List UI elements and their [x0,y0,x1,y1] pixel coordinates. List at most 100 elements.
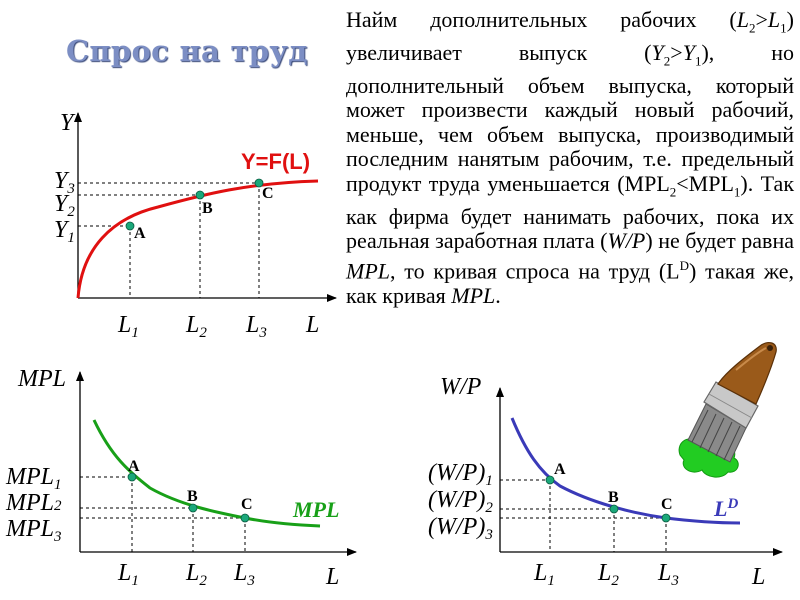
para-text-3: ), но дополнительный объем выпуска, кото… [346,39,795,196]
tick-wp-l3-sub: 3 [670,573,679,589]
tick-l3: L3 [245,312,267,341]
production-point-c [254,178,264,188]
para-wp: W/P [607,228,646,254]
tick-l1-main: L [117,312,131,338]
para-y2: Y [651,39,664,65]
tick-mpl1-sub: 1 [54,477,62,493]
production-point-b-label: B [202,200,213,217]
demand-point-b-label: B [608,489,619,506]
production-point-a-label: A [134,225,146,242]
tick-wp-l2-main: L [597,560,611,586]
mpl-curve-label: MPL [292,497,339,522]
para-text-4: ). Так как фирма будет нанимать рабочих,… [346,170,795,254]
paint-brush-icon [678,342,777,478]
para-l2: L [736,7,749,32]
para-gt-1: > [755,7,768,32]
demand-point-b [609,504,619,514]
mpl-point-c-label: C [241,496,253,513]
demand-curve-label-main: L [713,496,727,521]
mpl-point-a [127,472,137,482]
tick-wp1: (W/P)1 [428,460,493,489]
para-l1-sub: 1 [780,20,787,36]
tick-mpl-l1-main: L [117,560,131,586]
tick-mpl-l1-sub: 1 [131,573,139,589]
tick-mpl-l1: L1 [117,560,139,589]
production-curve-label: Y=F(L) [241,149,310,174]
mpl-x-label: L [325,564,339,590]
para-mpl-end: MPL [451,282,496,308]
tick-y3-main: Y [54,168,70,194]
mpl-point-a-label: A [128,458,140,475]
tick-y2-main: Y [54,191,70,217]
demand-curve-label-sup: D [726,496,738,512]
para-gt-2: > [670,39,683,65]
production-x-label: L [305,312,319,338]
para-d-sup: D [679,257,690,273]
tick-wp-l3: L3 [657,560,679,589]
mpl-y-label: MPL [17,366,66,392]
tick-mpl3-sub: 3 [53,529,62,545]
tick-wp1-main: (W/P) [428,460,485,486]
tick-l2-sub: 2 [199,325,207,341]
demand-point-c [661,513,671,523]
para-text-5: ) не будет равна [645,228,794,254]
tick-wp2: (W/P)2 [428,487,493,516]
demand-curve-label: LD [713,496,738,521]
para-text-7: ) такая же, как кривая [346,258,794,308]
tick-wp3-main: (W/P) [428,514,485,540]
para-text-6: , то кривая спроса на труд (L [390,258,680,283]
page-title: Спрос на труд [66,34,308,68]
demand-point-a [545,475,555,485]
tick-wp-l1: L1 [533,560,555,589]
production-point-a [125,221,135,231]
demand-curve [510,417,741,525]
tick-mpl-l2-main: L [185,560,199,586]
para-l1: L [767,7,781,32]
tick-wp-l3-main: L [657,560,671,586]
tick-y1: Y1 [54,217,75,246]
mpl-point-b [188,503,198,513]
tick-y3: Y3 [54,168,75,197]
demand-y-label: W/P [440,374,482,400]
tick-wp-l1-sub: 1 [547,573,555,589]
tick-mpl-l2: L2 [185,560,207,589]
production-y-label: Y [60,110,76,136]
tick-wp-l2: L2 [597,560,619,589]
tick-y2-sub: 2 [67,204,75,220]
tick-y1-sub: 1 [67,230,75,246]
tick-y3-sub: 3 [66,181,75,197]
tick-wp-l1-main: L [533,560,547,586]
production-chart: Y L Y=F(L) A B C Y3 Y2 Y1 L1 L2 L3 [54,110,337,341]
para-mpl: MPL [346,258,390,283]
demand-point-a-label: A [554,461,566,478]
mpl-point-b-label: B [187,488,198,505]
tick-l1: L1 [117,312,139,341]
production-point-c-label: C [262,185,274,202]
para-l2-sub: 2 [749,20,756,36]
mpl-point-c [240,513,250,523]
tick-wp2-sub: 2 [485,500,493,516]
para-text-8: . [495,282,501,308]
para-text-1: Найм дополнительных рабочих ( [346,7,737,32]
tick-mpl3: MPL3 [5,516,62,545]
tick-mpl-l3-main: L [233,560,247,586]
tick-wp2-main: (W/P) [428,487,485,513]
para-mpl1-sub: 1 [733,184,741,200]
demand-point-c-label: C [661,496,673,513]
demand-chart: W/P L LD A B C (W/P)1 (W/P)2 (W/P)3 L1 L… [428,374,783,590]
para-lt: <MPL [676,170,734,196]
tick-wp3: (W/P)3 [428,514,493,543]
para-text-2: ) увеличивает выпуск ( [346,7,794,65]
tick-mpl1-main: MPL [5,464,54,490]
tick-mpl2-main: MPL [5,490,54,516]
para-mpl2-sub: 2 [669,184,677,200]
tick-wp3-sub: 3 [484,527,493,543]
tick-mpl1: MPL1 [5,464,62,493]
tick-y1-main: Y [54,217,70,243]
tick-wp1-sub: 1 [485,473,493,489]
tick-l2-main: L [185,312,199,338]
tick-mpl-l2-sub: 2 [199,573,207,589]
tick-l1-sub: 1 [131,325,139,341]
production-point-b [195,190,205,200]
tick-mpl2: MPL2 [5,490,62,516]
